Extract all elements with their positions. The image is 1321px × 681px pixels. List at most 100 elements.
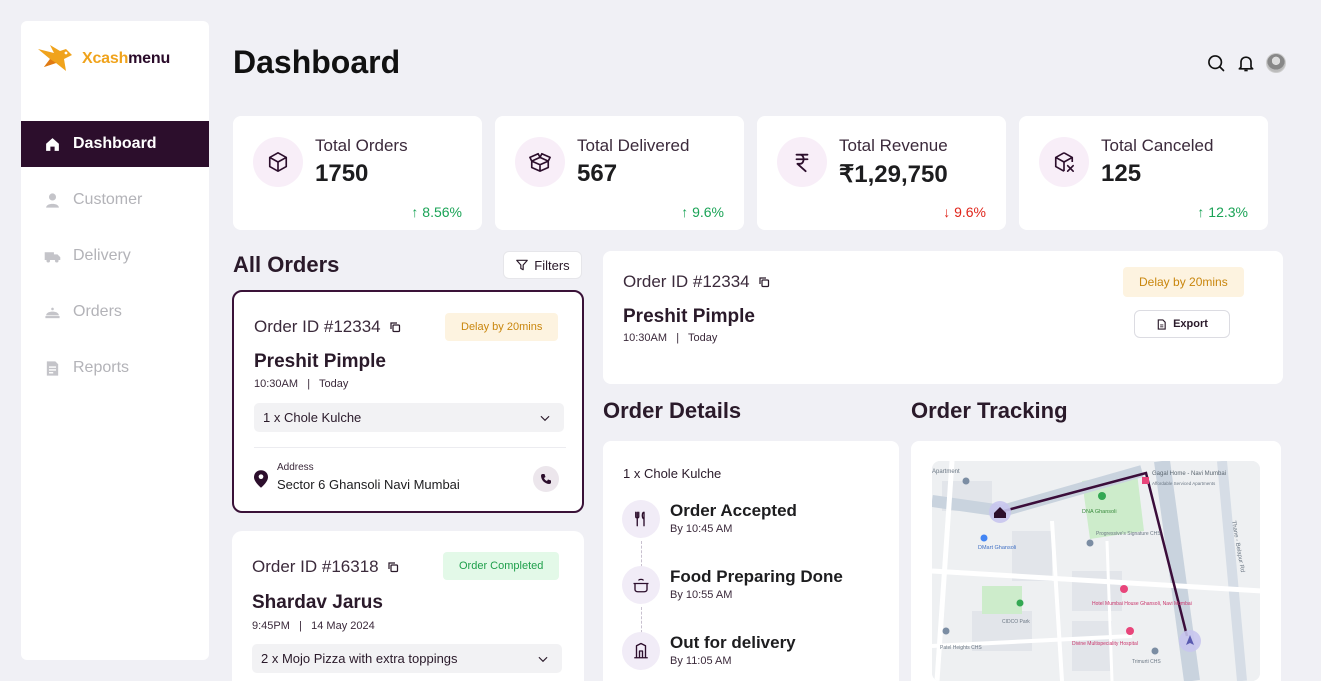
timeline-connector [641, 541, 642, 567]
sidebar-item-orders[interactable]: Orders [21, 289, 209, 335]
sidebar-item-customer[interactable]: Customer [21, 177, 209, 223]
address-value: Sector 6 Ghansoli Navi Mumbai [277, 477, 460, 492]
order-tracking-panel: Apartment Gagal Home - Navi Mumbai Affor… [911, 441, 1281, 681]
order-id-text: Order ID #12334 [623, 272, 750, 291]
avatar[interactable] [1266, 53, 1286, 73]
status-badge: Order Completed [443, 552, 560, 580]
copy-icon[interactable] [758, 276, 770, 288]
copy-icon[interactable] [389, 321, 401, 333]
order-day: Today [688, 332, 718, 344]
map-label: Progressive's Signature CHS [1096, 531, 1161, 537]
sidebar-item-label: Orders [73, 303, 122, 320]
stat-card-total-canceled: Total Canceled 125 ↑ 12.3% [1019, 116, 1268, 230]
stat-label: Total Orders [315, 136, 408, 155]
map-label: Affordable Serviced Apartments [1152, 481, 1216, 486]
stat-change-value: 8.56% [422, 204, 462, 220]
bell-icon[interactable] [1236, 53, 1256, 73]
call-button[interactable] [533, 466, 559, 492]
sidebar-item-delivery[interactable]: Delivery [21, 233, 209, 279]
order-detail-item: 1 x Chole Kulche [623, 466, 722, 481]
order-day: Today [319, 378, 349, 390]
filters-label: Filters [534, 257, 570, 273]
map-label: Trimurti CHS [1132, 659, 1161, 665]
order-id: Order ID #16318 [252, 557, 399, 577]
sidebar-item-label: Delivery [73, 247, 131, 264]
export-button[interactable]: Export [1134, 310, 1230, 338]
order-items-dropdown[interactable]: 2 x Mojo Pizza with extra toppings [252, 644, 562, 673]
brand-x: X [82, 50, 93, 67]
sidebar-item-dashboard[interactable]: Dashboard [21, 121, 209, 167]
step-time: By 11:05 AM [670, 655, 732, 667]
status-badge: Delay by 20mins [1123, 267, 1244, 297]
timeline-step-preparing: Food Preparing Done By 10:55 AM [622, 566, 892, 614]
page-title: Dashboard [233, 44, 401, 80]
export-label: Export [1173, 318, 1208, 330]
stat-value: 567 [577, 160, 618, 187]
map-label: Apartment [932, 469, 960, 475]
chevron-down-icon [538, 656, 548, 662]
brand-name: Xcashmenu [82, 50, 170, 68]
sidebar-item-label: Dashboard [73, 135, 157, 152]
filters-button[interactable]: Filters [503, 251, 582, 279]
order-detail-header: Order ID #12334 Delay by 20mins Preshit … [603, 251, 1283, 384]
step-title: Order Accepted [670, 501, 797, 520]
rupee-icon [777, 137, 827, 187]
stat-label: Total Delivered [577, 136, 690, 155]
sidebar-item-label: Customer [73, 191, 143, 208]
map-canvas: Apartment Gagal Home - Navi Mumbai Affor… [932, 461, 1260, 681]
order-id: Order ID #12334 [623, 272, 770, 292]
timeline-connector [641, 607, 642, 633]
order-item-text: 2 x Mojo Pizza with extra toppings [261, 651, 458, 666]
order-card[interactable]: Order ID #12334 Delay by 20mins Preshit … [232, 290, 584, 513]
delivery-door-icon [622, 632, 660, 670]
stat-change-value: 9.6% [692, 204, 724, 220]
order-id-text: Order ID #12334 [254, 317, 381, 336]
stat-change: ↑ 9.6% [681, 204, 724, 220]
order-time-value: 10:30AM [254, 378, 299, 390]
stat-change: ↑ 8.56% [411, 204, 462, 220]
address-label: Address [277, 462, 314, 473]
stat-card-total-revenue: Total Revenue ₹1,29,750 ↓ 9.6% [757, 116, 1006, 230]
stat-value: 125 [1101, 160, 1142, 187]
sidebar: Xcashmenu Dashboard Customer Delivery Or… [21, 21, 209, 660]
map-label: DNA Ghansoli [1082, 509, 1117, 515]
step-title: Out for delivery [670, 633, 796, 652]
order-time: 10:30AM | Today [254, 378, 349, 390]
customer-name: Preshit Pimple [623, 306, 755, 327]
divider [254, 447, 566, 448]
user-icon [46, 192, 59, 208]
search-icon[interactable] [1206, 53, 1226, 73]
header-actions [1206, 53, 1286, 73]
stat-value: ₹1,29,750 [839, 161, 948, 188]
copy-icon[interactable] [387, 561, 399, 573]
sidebar-item-label: Reports [73, 359, 130, 376]
sidebar-item-reports[interactable]: Reports [21, 345, 209, 391]
order-card[interactable]: Order ID #16318 Order Completed Shardav … [232, 531, 584, 681]
order-time-value: 9:45PM [252, 620, 290, 632]
map-label: Gagal Home - Navi Mumbai [1152, 471, 1226, 477]
order-time: 10:30AM | Today [623, 332, 718, 344]
customer-name: Preshit Pimple [254, 351, 386, 372]
order-day: 14 May 2024 [311, 620, 375, 632]
order-id: Order ID #12334 [254, 317, 401, 337]
map-label: Hotel Mumbai House Ghansoli, Navi Mumbai [1092, 601, 1192, 607]
report-icon [46, 360, 59, 376]
truck-icon [44, 251, 61, 263]
order-tracking-title: Order Tracking [911, 398, 1068, 423]
order-items-dropdown[interactable]: 1 x Chole Kulche [254, 403, 564, 432]
timeline-step-delivery: Out for delivery By 11:05 AM [622, 632, 892, 680]
step-title: Food Preparing Done [670, 567, 843, 586]
stat-change-value: 12.3% [1208, 204, 1248, 220]
order-time: 9:45PM | 14 May 2024 [252, 620, 375, 632]
step-time: By 10:45 AM [670, 523, 733, 535]
tracking-map[interactable]: Apartment Gagal Home - Navi Mumbai Affor… [932, 461, 1260, 681]
stat-label: Total Canceled [1101, 136, 1214, 155]
sidebar-nav: Dashboard Customer Delivery Orders Repor… [21, 121, 209, 401]
stat-card-total-orders: Total Orders 1750 ↑ 8.56% [233, 116, 482, 230]
stat-label: Total Revenue [839, 136, 948, 155]
customer-name: Shardav Jarus [252, 592, 383, 613]
pot-icon [622, 566, 660, 604]
brand-logo[interactable]: Xcashmenu [36, 41, 170, 77]
status-badge: Delay by 20mins [445, 313, 559, 341]
open-box-icon [515, 137, 565, 187]
